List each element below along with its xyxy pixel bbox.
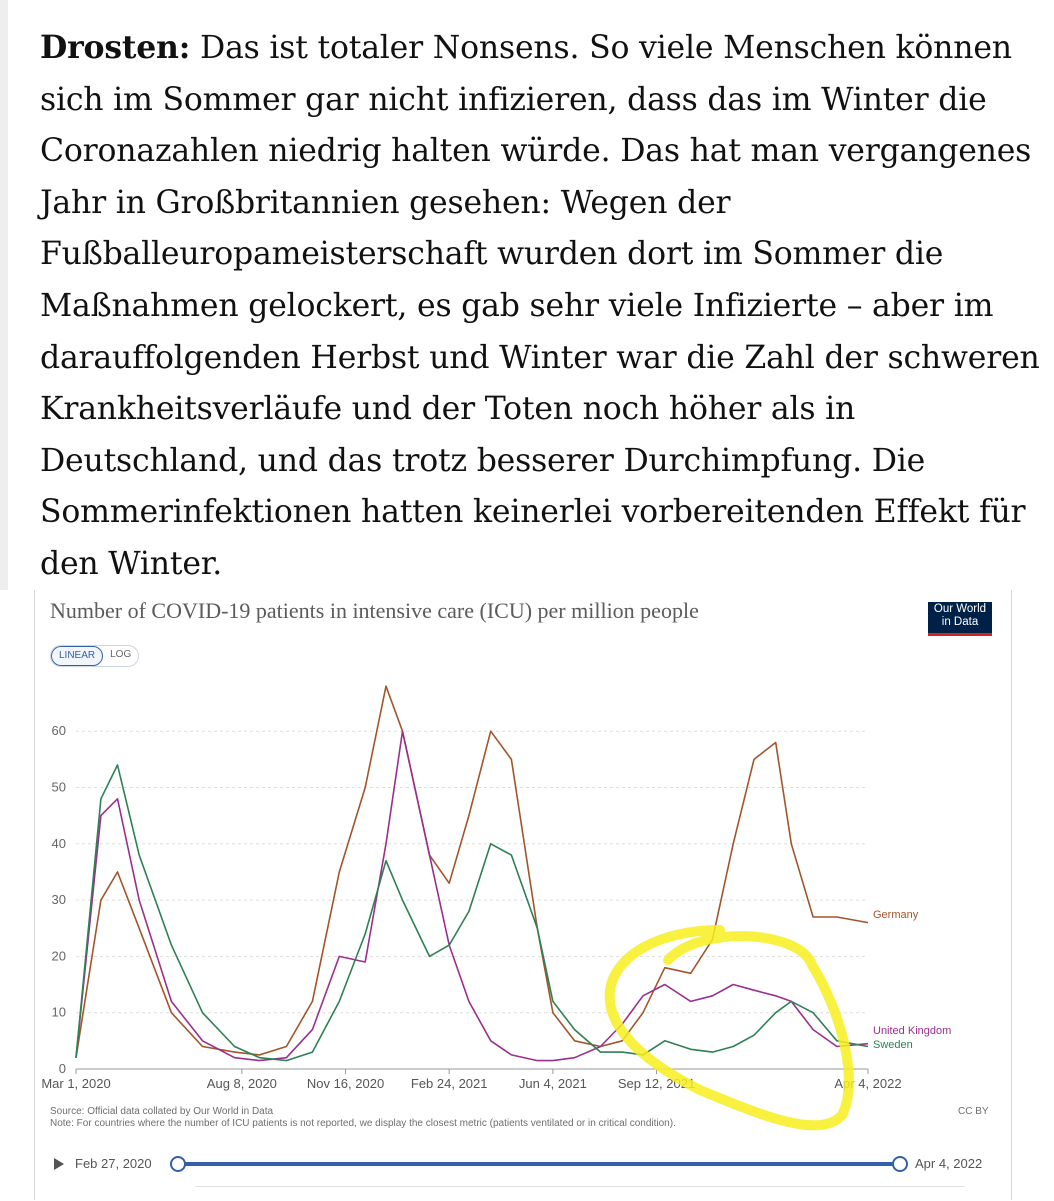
scale-toggle[interactable]: LINEAR LOG — [50, 645, 140, 667]
y-tick-label: 40 — [52, 836, 66, 851]
series-label: Germany — [873, 909, 919, 921]
source-note: Source: Official data collated by Our Wo… — [50, 1106, 676, 1129]
timeline-track[interactable] — [178, 1162, 900, 1166]
highlight-annotation — [604, 925, 854, 1131]
series-line-sweden — [75, 764, 869, 1062]
source-line: Source: Official data collated by Our Wo… — [50, 1106, 274, 1117]
x-tick-label: Aug 8, 2020 — [207, 1076, 277, 1091]
series-line-united-kingdom — [75, 730, 869, 1062]
log-scale-button[interactable]: LOG — [110, 649, 132, 660]
article-text: Das ist totaler Nonsens. So viele Mensch… — [200, 30, 1012, 66]
article-line: Jahr in Großbritannien gesehen: Wegen de… — [40, 184, 731, 221]
logo-line-2: in Data — [941, 616, 979, 628]
logo-line-1: Our World — [933, 603, 987, 615]
article-line: sich im Sommer gar nicht infizieren, das… — [40, 81, 987, 118]
y-tick-label: 0 — [59, 1061, 66, 1076]
x-tick-label: Mar 1, 2020 — [41, 1076, 110, 1091]
article-line: den Winter. — [40, 545, 223, 582]
timeline: Feb 27, 2020 Apr 4, 2022 — [50, 1152, 995, 1176]
article-line: Maßnahmen gelockert, es gab sehr viele I… — [40, 287, 994, 324]
x-tick-label: Jun 4, 2021 — [519, 1076, 587, 1091]
play-icon[interactable] — [54, 1158, 64, 1170]
timeline-end-handle[interactable] — [892, 1156, 908, 1172]
article-line: Coronazahlen niedrig halten würde. Das h… — [40, 133, 1032, 170]
article-line: Deutschland, und das trotz besserer Durc… — [40, 442, 926, 479]
series-labels: Germany United Kingdom Sweden — [873, 909, 951, 1051]
speaker-name: Drosten: — [40, 29, 191, 66]
article-line: Sommerinfektionen hatten keinerlei vorbe… — [40, 494, 1026, 531]
article-line: Fußballeuropameisterschaft wurden dort i… — [40, 236, 944, 273]
article-line: Krankheitsverläufe und der Toten noch hö… — [40, 391, 856, 428]
article-paragraph: Drosten: Das ist totaler Nonsens. So vie… — [40, 22, 1040, 591]
series-layer — [75, 685, 869, 1062]
y-tick-label: 50 — [52, 780, 66, 795]
highlight-circle — [604, 925, 854, 1131]
x-tick-label: Feb 24, 2021 — [411, 1076, 488, 1091]
series-line-germany — [75, 685, 869, 1058]
tab-bar-edge — [195, 1186, 965, 1201]
article-line: Drosten: Das ist totaler Nonsens. So vie… — [40, 22, 1030, 75]
timeline-end-label: Apr 4, 2022 — [915, 1156, 983, 1171]
series-label: Sweden — [873, 1039, 913, 1051]
quote-bar — [0, 0, 8, 590]
timeline-start-handle[interactable] — [170, 1156, 186, 1172]
y-axis: 0 10 20 30 40 50 60 — [52, 723, 66, 1076]
y-tick-label: 10 — [52, 1005, 66, 1020]
y-tick-label: 60 — [52, 723, 66, 738]
article-line: darauffolgenden Herbst und Winter war di… — [40, 339, 1040, 376]
y-tick-label: 20 — [52, 948, 66, 963]
owid-logo[interactable]: Our World in Data — [928, 602, 992, 636]
x-axis: Mar 1, 2020 Aug 8, 2020 Nov 16, 2020 Feb 24… — [41, 1069, 902, 1091]
chart-title: Number of COVID-19 patients in intensive… — [50, 598, 699, 623]
series-label: United Kingdom — [873, 1025, 951, 1037]
license-link[interactable]: CC BY — [958, 1106, 989, 1117]
x-tick-label: Nov 16, 2020 — [307, 1076, 384, 1091]
timeline-start-label: Feb 27, 2020 — [75, 1156, 152, 1171]
linear-scale-button[interactable]: LINEAR — [51, 646, 104, 666]
note-line: Note: For countries where the number of … — [50, 1117, 676, 1129]
y-tick-label: 30 — [52, 892, 66, 907]
